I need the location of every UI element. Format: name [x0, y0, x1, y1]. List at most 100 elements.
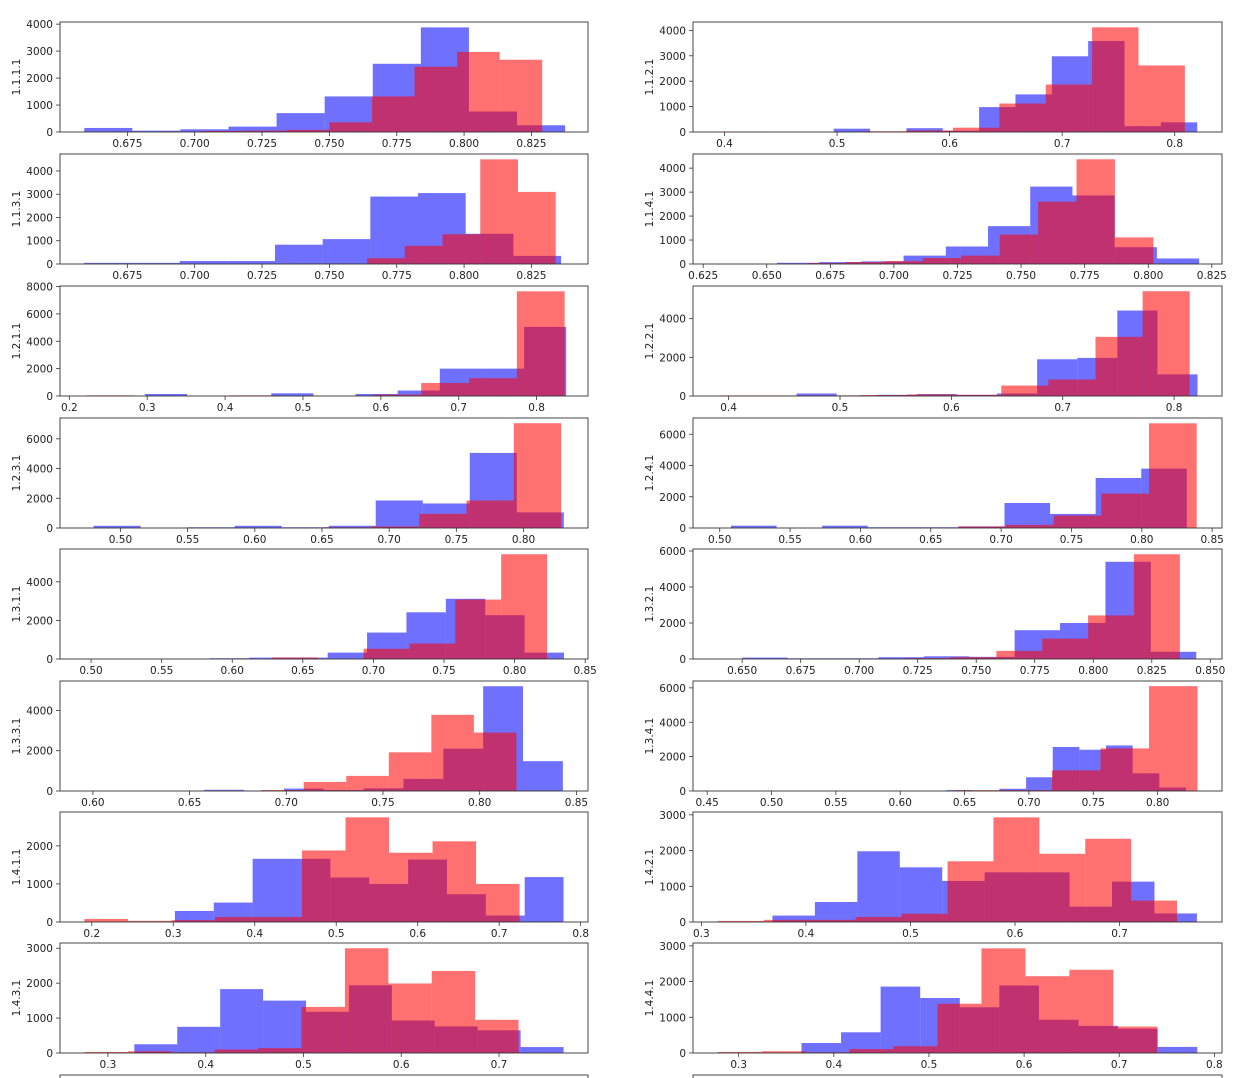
red-histogram-bar: [476, 883, 520, 922]
y-tick-label: 1000: [659, 1012, 686, 1024]
y-axis-label: 1.2.4.1: [644, 455, 656, 492]
y-tick-label: 3000: [26, 189, 53, 201]
x-tick-label: 0.7: [491, 928, 508, 940]
y-tick-label: 0: [679, 259, 686, 271]
x-tick-label: 0.7: [450, 402, 467, 414]
red-histogram-bar: [302, 850, 346, 922]
x-tick-label: 0.4: [197, 1059, 214, 1071]
x-tick-label: 0.750: [314, 270, 344, 282]
x-tick-label: 0.800: [1078, 665, 1108, 677]
blue-histogram-bar: [397, 390, 440, 396]
x-tick-label: 0.825: [516, 138, 546, 150]
y-tick-label: 1000: [26, 879, 53, 891]
y-tick-label: 4000: [659, 461, 686, 473]
red-histogram-bar: [344, 948, 389, 1053]
blue-histogram-bar: [220, 989, 264, 1053]
blue-histogram-bar: [84, 127, 133, 132]
blue-histogram-bar: [271, 393, 314, 396]
y-axis-label: 1.3.2.1: [644, 586, 656, 623]
y-tick-label: 0: [679, 391, 686, 403]
x-tick-label: 0.70: [377, 534, 400, 546]
x-tick-label: 0.750: [314, 138, 344, 150]
blue-histogram-bar: [252, 858, 292, 922]
x-tick-label: 0.750: [1006, 270, 1036, 282]
red-histogram-bar: [809, 919, 856, 922]
y-tick-label: 6000: [26, 434, 53, 446]
red-histogram-bar: [329, 122, 372, 132]
y-tick-label: 2000: [26, 978, 53, 990]
x-tick-label: 0.80: [512, 534, 535, 546]
blue-histogram-bar: [234, 525, 282, 528]
y-tick-label: 3000: [26, 46, 53, 58]
axes-frame: [692, 680, 1223, 792]
blue-histogram-bar: [131, 262, 180, 264]
x-tick-label: 0.65: [310, 534, 333, 546]
red-histogram-bar: [258, 1048, 302, 1053]
red-histogram-bar: [954, 394, 1002, 396]
blue-histogram-bar: [1156, 258, 1200, 264]
blue-histogram-bar: [144, 393, 188, 396]
x-tick-label: 0.7: [1054, 402, 1071, 414]
x-tick-label: 0.6: [1016, 1059, 1033, 1071]
y-tick-label: 1000: [659, 881, 686, 893]
x-tick-label: 0.3: [730, 1059, 747, 1071]
y-axis-label: 1.3.3.1: [11, 718, 23, 755]
x-tick-label: 0.55: [778, 534, 801, 546]
red-histogram-bar: [457, 51, 500, 133]
y-tick-label: 0: [46, 127, 53, 139]
y-tick-label: 0: [46, 654, 53, 666]
x-tick-label: 0.4: [798, 928, 815, 940]
y-axis-label: 1.4.3.1: [11, 980, 23, 1017]
y-tick-label: 4000: [659, 163, 686, 175]
histogram-panel-1.3.4.1: 0.45 0.50 0.55 0.60 0.65 0.70 0.75 0.80 0 2000 400…: [644, 680, 1223, 809]
blue-histogram-bar: [520, 1047, 564, 1053]
x-tick-label: 0.65: [291, 665, 314, 677]
y-axis-label: 1.1.1.1: [11, 59, 23, 96]
blue-histogram-bar: [375, 500, 423, 528]
red-histogram-bar: [513, 423, 562, 528]
x-tick-label: 0.7: [1111, 928, 1128, 940]
y-tick-label: 3000: [659, 810, 686, 822]
axes-frame: [59, 548, 589, 660]
red-histogram-bar: [501, 554, 548, 659]
x-tick-label: 0.5: [832, 402, 849, 414]
y-tick-label: 0: [679, 127, 686, 139]
x-tick-label: 0.775: [1070, 270, 1100, 282]
blue-histogram-bar: [772, 915, 815, 922]
red-histogram-bar: [201, 130, 245, 132]
red-histogram-bar: [480, 159, 518, 264]
axes-frame: [692, 548, 1223, 660]
y-tick-label: 2000: [26, 841, 53, 853]
red-histogram-bar: [363, 648, 410, 659]
red-histogram-bar: [1095, 336, 1143, 396]
red-histogram-bar: [1053, 515, 1102, 528]
red-histogram-bar: [904, 658, 951, 659]
red-histogram-bar: [893, 1046, 938, 1053]
red-histogram-bar: [404, 245, 443, 264]
y-tick-label: 0: [46, 391, 53, 403]
x-tick-label: 0.5: [328, 928, 345, 940]
y-axis-label: 1.1.2.1: [644, 59, 656, 96]
red-histogram-bar: [901, 913, 948, 922]
x-tick-label: 0.775: [1020, 665, 1050, 677]
blue-histogram-bar: [1157, 1046, 1198, 1053]
blue-histogram-bar: [801, 1043, 842, 1053]
y-tick-label: 6000: [659, 429, 686, 441]
blue-histogram-bar: [93, 525, 141, 528]
red-histogram-bar: [388, 752, 432, 791]
axes-frame: [692, 21, 1223, 133]
blue-histogram-bar: [730, 525, 777, 528]
red-histogram-bar: [499, 59, 543, 132]
axes-frame: [692, 942, 1223, 1054]
blue-histogram-bar: [228, 126, 277, 132]
x-tick-label: 0.725: [942, 270, 972, 282]
x-tick-label: 0.65: [178, 797, 201, 809]
red-histogram-bar: [455, 599, 502, 659]
blue-histogram-bar: [132, 130, 181, 132]
y-tick-label: 2000: [659, 76, 686, 88]
y-tick-label: 4000: [26, 577, 53, 589]
y-tick-label: 8000: [26, 282, 53, 294]
red-histogram-bar: [345, 817, 390, 922]
